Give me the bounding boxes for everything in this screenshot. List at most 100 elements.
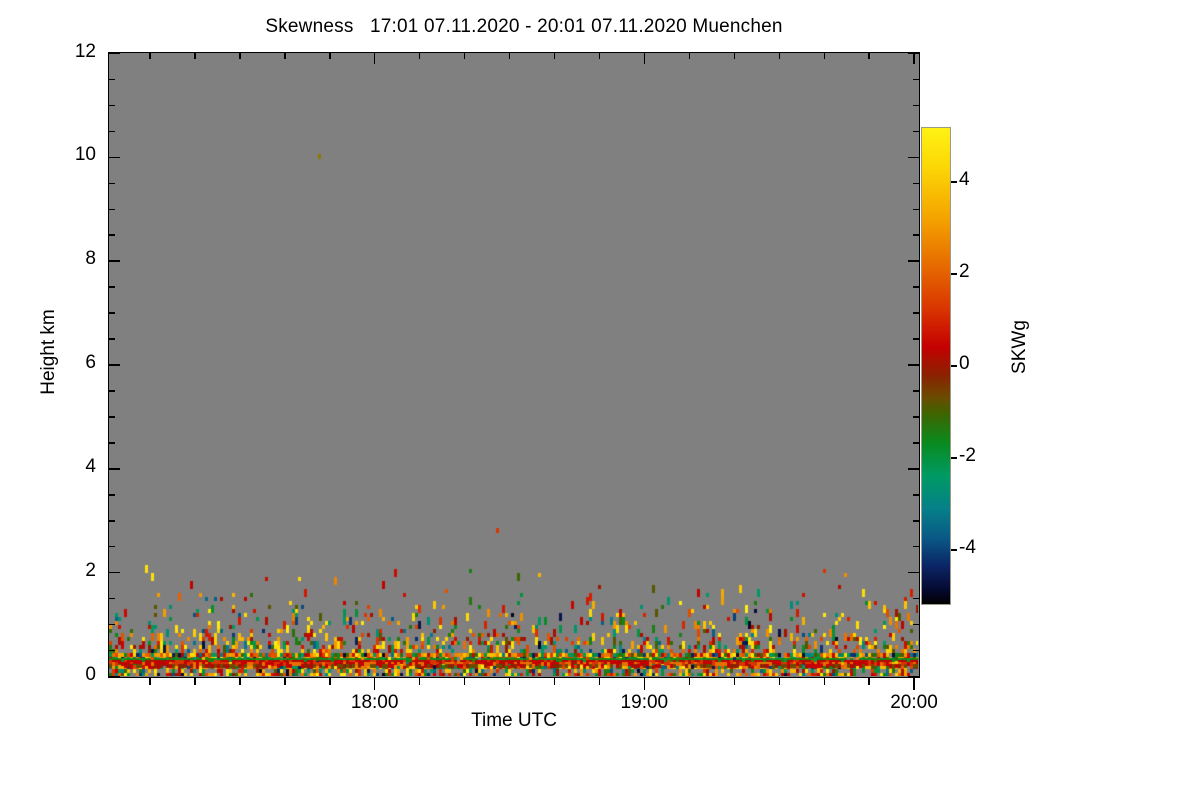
y-axis-minor-tick — [108, 597, 115, 600]
y-axis-minor-tick-right — [913, 286, 920, 288]
x-axis-minor-tick — [463, 678, 466, 685]
y-axis-minor-tick — [108, 338, 115, 340]
x-axis-minor-tick — [598, 678, 601, 685]
x-axis-tick-label: 20:00 — [890, 692, 938, 713]
y-axis-minor-tick-right — [913, 623, 920, 626]
colorbar-tick-label: 2 — [959, 261, 970, 283]
y-axis-tick-label: 12 — [74, 40, 96, 62]
y-axis-minor-tick — [108, 234, 115, 236]
x-axis-minor-tick — [688, 678, 691, 685]
x-axis-major-tick — [373, 678, 376, 690]
x-axis-major-tick-top — [643, 52, 646, 64]
x-axis-minor-tick-top — [553, 52, 556, 59]
colorbar-bar — [921, 127, 951, 605]
colorbar-tick-label: -2 — [959, 444, 976, 466]
x-axis-minor-tick-top — [284, 52, 286, 59]
y-axis-major-tick-right — [908, 571, 920, 574]
colorbar-tick — [951, 273, 957, 275]
x-axis-minor-tick-top — [329, 52, 331, 59]
colorbar-tick — [951, 457, 957, 459]
x-axis-minor-tick-top — [823, 52, 825, 59]
y-axis-tick-label: 2 — [85, 559, 96, 581]
y-axis-minor-tick — [108, 649, 115, 652]
y-axis-major-tick — [108, 571, 120, 574]
y-axis-tick-label: 8 — [85, 248, 96, 270]
colorbar[interactable] — [921, 127, 951, 605]
x-axis-minor-tick-top — [149, 52, 151, 59]
x-axis-minor-tick-top — [868, 52, 870, 59]
x-axis-minor-tick — [778, 678, 781, 685]
y-axis-minor-tick-right — [913, 390, 920, 392]
x-axis-major-tick-top — [913, 52, 915, 64]
y-axis-minor-tick-right — [913, 649, 920, 652]
x-axis-minor-tick-top — [418, 52, 421, 59]
x-axis-major-tick — [913, 678, 915, 690]
y-axis-minor-tick — [108, 286, 115, 288]
x-axis-minor-tick — [868, 678, 870, 685]
colorbar-tick — [951, 181, 957, 183]
x-axis-minor-tick-top — [463, 52, 466, 59]
x-axis-minor-tick-top — [733, 52, 736, 59]
x-axis-minor-tick — [553, 678, 556, 685]
y-axis-major-tick-right — [908, 468, 920, 470]
y-axis-minor-tick-right — [913, 597, 920, 600]
y-axis-minor-tick-right — [913, 104, 920, 107]
y-axis-major-tick-right — [908, 156, 920, 159]
x-axis-minor-tick-top — [778, 52, 781, 59]
y-axis-major-tick — [108, 260, 120, 262]
y-axis-minor-tick — [108, 520, 115, 522]
x-axis-major-tick — [643, 678, 646, 690]
x-axis-minor-tick-top — [598, 52, 601, 59]
y-axis-minor-tick-right — [913, 182, 920, 185]
y-axis-minor-tick-right — [913, 312, 920, 314]
y-axis-minor-tick — [108, 494, 115, 496]
y-axis-minor-tick-right — [913, 208, 920, 210]
page-title: Skewness 17:01 07.11.2020 - 20:01 07.11.… — [265, 16, 783, 37]
y-axis-minor-tick-right — [913, 78, 920, 81]
y-axis-major-tick — [108, 675, 120, 678]
x-axis-minor-tick — [508, 678, 511, 685]
y-axis-minor-tick — [108, 208, 115, 210]
y-axis-major-tick-right — [908, 364, 920, 366]
colorbar-tick-label: 4 — [959, 169, 970, 191]
y-axis-tick-label: 0 — [85, 663, 96, 685]
plot-area[interactable] — [108, 52, 920, 678]
y-axis-minor-tick — [108, 78, 115, 81]
y-axis-tick-label: 4 — [85, 455, 96, 477]
x-axis-tick-label: 18:00 — [350, 692, 399, 713]
x-axis-tick-label: 19:00 — [620, 692, 669, 713]
x-axis-major-tick-top — [373, 52, 376, 64]
x-axis-minor-tick — [194, 678, 196, 685]
y-axis-minor-tick — [108, 416, 115, 418]
y-axis-title: Height km — [38, 309, 59, 395]
x-axis-minor-tick-top — [688, 52, 691, 59]
heatmap-data-layer — [109, 53, 918, 676]
x-axis-minor-tick — [239, 678, 241, 685]
colorbar-tick — [951, 549, 957, 551]
x-axis-minor-tick-top — [239, 52, 241, 59]
y-axis-minor-tick — [108, 545, 115, 548]
x-axis-title: Time UTC — [471, 710, 557, 731]
y-axis-minor-tick-right — [913, 416, 920, 418]
y-axis-minor-tick — [108, 130, 115, 133]
y-axis-minor-tick — [108, 442, 115, 444]
y-axis-minor-tick-right — [913, 442, 920, 444]
colorbar-gradient — [922, 128, 950, 604]
y-axis-minor-tick-right — [913, 494, 920, 496]
y-axis-minor-tick-right — [913, 338, 920, 340]
x-axis-minor-tick — [329, 678, 331, 685]
x-axis-minor-tick — [149, 678, 151, 685]
y-axis-major-tick — [108, 156, 120, 159]
colorbar-title: SKWg — [1009, 320, 1030, 374]
x-axis-minor-tick — [418, 678, 421, 685]
y-axis-minor-tick-right — [913, 234, 920, 236]
y-axis-minor-tick-right — [913, 130, 920, 133]
x-axis-minor-tick — [284, 678, 286, 685]
y-axis-major-tick-right — [908, 260, 920, 262]
y-axis-minor-tick — [108, 623, 115, 626]
y-axis-major-tick — [108, 52, 120, 55]
y-axis-minor-tick — [108, 312, 115, 314]
y-axis-tick-label: 10 — [74, 144, 96, 166]
x-axis-minor-tick — [733, 678, 736, 685]
y-axis-tick-label: 6 — [85, 352, 96, 373]
